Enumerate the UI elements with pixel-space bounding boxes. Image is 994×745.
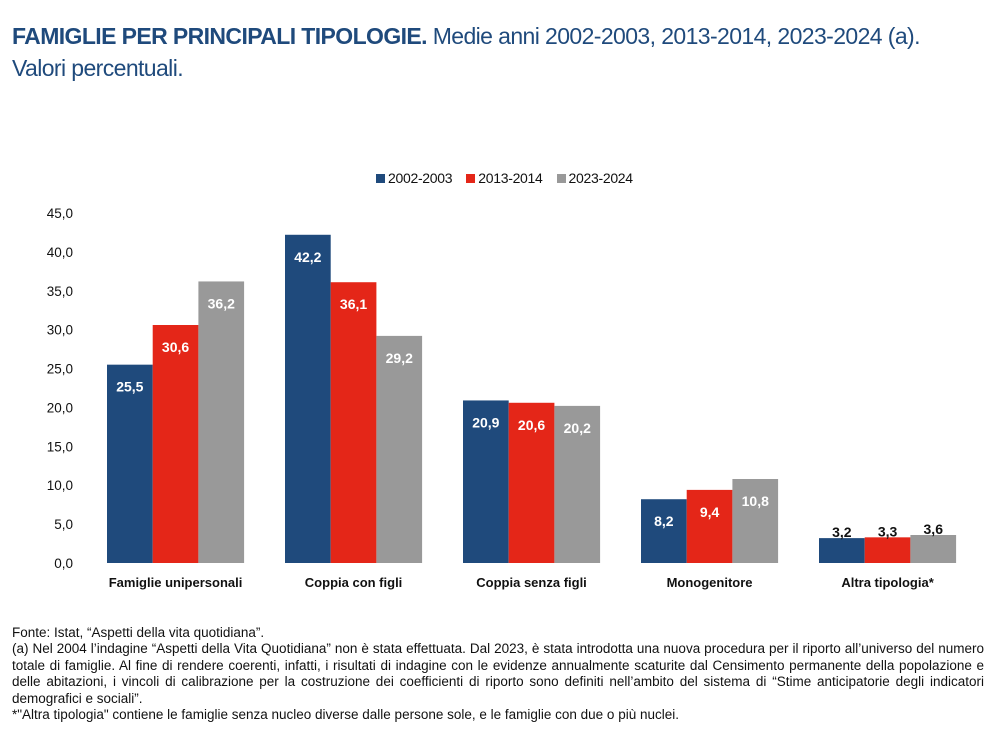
chart-subtitle: Valori percentuali.: [12, 55, 184, 81]
x-tick-label: Monogenitore: [667, 575, 753, 590]
data-label: 30,6: [162, 339, 189, 355]
legend-swatch-2002-2003: [376, 173, 385, 183]
y-tick-label: 5,0: [54, 517, 73, 532]
y-tick-label: 30,0: [47, 323, 73, 338]
legend-label: 2013-2014: [478, 170, 543, 186]
legend-label: 2002-2003: [388, 170, 453, 186]
bar: [463, 400, 509, 563]
chart-legend: 2002-2003 2013-2014 2023-2024: [376, 170, 633, 186]
data-label: 36,1: [340, 296, 367, 312]
data-label: 10,8: [742, 493, 769, 509]
y-tick-label: 15,0: [47, 439, 73, 454]
bar: [107, 364, 153, 563]
bar: [376, 335, 423, 563]
source-note: Fonte: Istat, “Aspetti della vita quotid…: [12, 625, 265, 640]
data-label: 20,6: [518, 417, 545, 433]
y-tick-label: 40,0: [47, 245, 73, 260]
data-label: 3,3: [878, 523, 898, 539]
chart-title: FAMIGLIE PER PRINCIPALI TIPOLOGIE. Medie…: [12, 20, 987, 84]
bar: [819, 538, 865, 563]
bar: [152, 325, 199, 563]
bar: [198, 281, 245, 563]
bar: [508, 402, 555, 563]
legend-item-2013-2014: 2013-2014: [466, 170, 543, 186]
footnote-a: (a) Nel 2004 l’indagine “Aspetti della V…: [12, 641, 984, 706]
y-tick-label: 20,0: [47, 400, 73, 415]
y-tick-label: 25,0: [47, 362, 73, 377]
data-label: 36,2: [208, 295, 235, 311]
legend-swatch-2013-2014: [466, 173, 476, 183]
y-tick-label: 10,0: [47, 478, 73, 493]
data-label: 3,6: [924, 521, 944, 537]
y-tick-label: 45,0: [47, 206, 73, 221]
bar-chart: 0,0 5,0 10,0 15,0 20,0 25,0 30,0 35,0 40,0 45,0 25…: [47, 206, 957, 590]
bar: [864, 537, 911, 563]
legend-item-2002-2003: 2002-2003: [376, 170, 453, 186]
footnote-star: *"Altra tipologia" contiene le famiglie …: [12, 707, 679, 723]
bar: [910, 535, 957, 563]
legend-label: 2023-2024: [568, 170, 634, 186]
x-tick-label: Altra tipologia*: [841, 575, 934, 590]
legend-swatch-2023-2024: [556, 173, 566, 183]
bar: [554, 405, 601, 563]
chart-footer: Fonte: Istat, “Aspetti della vita quotid…: [12, 625, 984, 723]
chart-title-rest: Medie anni 2002-2003, 2013-2014, 2023-20…: [426, 23, 921, 49]
x-tick-label: Famiglie unipersonali: [109, 575, 243, 590]
y-tick-label: 0,0: [54, 556, 73, 571]
bar: [732, 479, 779, 563]
bar: [686, 489, 733, 563]
bar: [285, 234, 331, 563]
data-label: 25,5: [116, 379, 143, 395]
bar: [330, 282, 377, 563]
data-label: 3,2: [832, 524, 852, 540]
x-tick-label: Coppia senza figli: [476, 575, 587, 590]
legend-item-2023-2024: 2023-2024: [556, 170, 634, 186]
chart-title-bold: FAMIGLIE PER PRINCIPALI TIPOLOGIE.: [12, 23, 428, 49]
data-label: 29,2: [386, 350, 413, 366]
x-tick-label: Coppia con figli: [305, 575, 403, 590]
data-label: 20,2: [564, 420, 591, 436]
data-label: 20,9: [472, 414, 499, 430]
data-label: 9,4: [700, 504, 720, 520]
y-tick-label: 35,0: [47, 284, 73, 299]
data-label: 42,2: [294, 249, 321, 265]
data-label: 8,2: [654, 513, 674, 529]
bar: [641, 499, 687, 563]
